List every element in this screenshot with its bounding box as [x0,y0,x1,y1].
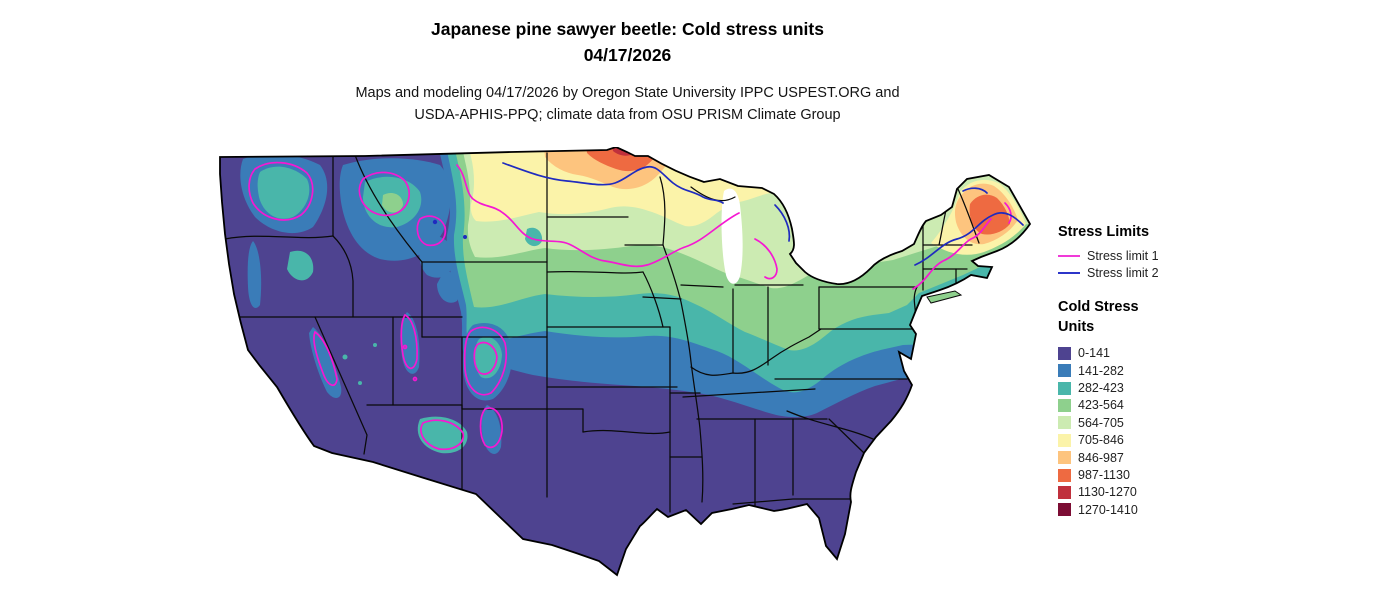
legend-bin-7-label: 987-1130 [1078,468,1130,483]
legend-bin-5-swatch [1058,433,1071,447]
legend-bin-9-label: 1270-1410 [1078,502,1138,517]
legend-bin-8-swatch [1058,485,1071,499]
legend-bin-7-swatch [1058,468,1071,482]
legend-bin-7: 987-1130 [1058,466,1159,483]
legend-bin-5-label: 705-846 [1078,433,1124,448]
stress-limit-1-item: Stress limit 1 [1058,247,1159,264]
stress-limit-2-line-swatch [1058,271,1080,274]
legend-bin-6: 846-987 [1058,449,1159,466]
us-cold-stress-map [219,147,1032,577]
legend-bin-9-swatch [1058,503,1071,517]
stress-limit-2-item: Stress limit 2 [1058,264,1159,281]
legend-bin-8: 1130-1270 [1058,484,1159,501]
legend-bin-4-swatch [1058,416,1071,430]
legend-bin-2: 282-423 [1058,379,1159,396]
legend-bin-0-label: 0-141 [1078,346,1110,361]
figure-header: Japanese pine sawyer beetle: Cold stress… [0,16,1255,126]
stress-limit-1-line-swatch [1058,254,1080,257]
legend-bin-5: 705-846 [1058,432,1159,449]
legend-bin-6-label: 846-987 [1078,450,1124,465]
stress-limit-2-lines [432,162,1024,266]
stress-limit-2-label: Stress limit 2 [1087,265,1159,280]
stress-limits-heading: Stress Limits [1058,224,1150,240]
long-island-landmass [926,290,963,304]
state-borders [224,152,980,513]
map-title-date: 04/17/2026 [583,45,672,66]
legend-bin-1: 141-282 [1058,362,1159,379]
us-outline [219,147,1032,577]
cold-stress-raster [220,147,1030,575]
legend-bin-1-label: 141-282 [1078,363,1124,378]
stress-limit-1-lines [248,161,1012,451]
map-title: Japanese pine sawyer beetle: Cold stress… [431,19,824,39]
legend-bin-3: 423-564 [1058,397,1159,414]
legend-bin-1-swatch [1058,364,1071,378]
legend-bin-2-label: 282-423 [1078,381,1124,396]
legend-bin-3-swatch [1058,398,1071,412]
legend-bin-2-swatch [1058,381,1071,395]
map-credit-line2: USDA-APHIS-PPQ; climate data from OSU PR… [414,106,841,123]
legend-bin-4-label: 564-705 [1078,415,1124,430]
legend-bin-9: 1270-1410 [1058,501,1159,518]
legend-bin-4: 564-705 [1058,414,1159,431]
legend-bin-0-swatch [1058,346,1071,360]
map-legend: Stress Limits Stress limit 1 Stress limi… [1058,224,1159,519]
map-credit-line1: Maps and modeling 04/17/2026 by Oregon S… [355,84,900,101]
legend-bin-8-label: 1130-1270 [1078,485,1137,500]
legend-bin-3-label: 423-564 [1078,398,1124,413]
legend-bin-6-swatch [1058,451,1071,465]
cold-stress-units-heading: Cold Stress Units [1058,299,1139,336]
stress-limit-1-label: Stress limit 1 [1087,248,1159,263]
legend-bin-0: 0-141 [1058,345,1159,362]
